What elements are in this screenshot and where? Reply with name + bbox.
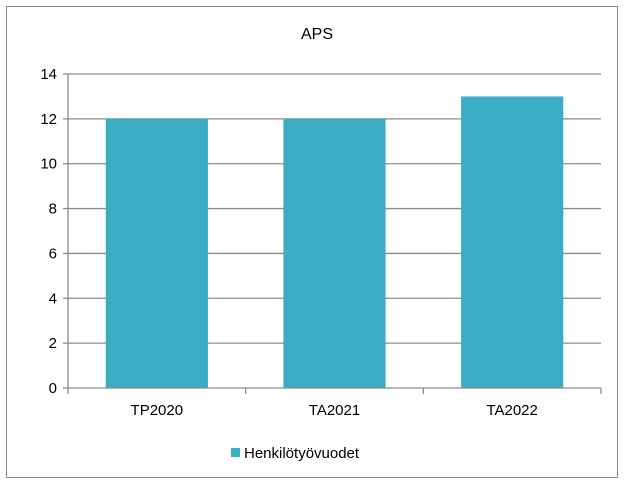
axes: 0 2 4 6 8 10 12 14 TP2020 TA2021 TA2022 <box>40 66 602 419</box>
y-tick-label-0: 0 <box>49 380 57 397</box>
y-tick-label-10: 10 <box>40 156 57 173</box>
y-tick-label-12: 12 <box>40 111 57 128</box>
chart-frame: APS 0 2 4 6 8 10 12 14 TP2020 TA2021 TA2022 Henkil… <box>6 6 618 478</box>
bar-TA2022 <box>461 96 564 388</box>
y-tick-label-6: 6 <box>49 245 57 262</box>
bar-TP2020 <box>105 118 208 388</box>
bars <box>105 96 564 388</box>
legend: Henkilötyövuodet <box>231 445 360 462</box>
chart-title: APS <box>301 26 333 43</box>
y-tick-label-2: 2 <box>49 335 57 352</box>
x-tick-label-TA2022: TA2022 <box>486 402 537 419</box>
x-tick-label-TP2020: TP2020 <box>131 402 184 419</box>
legend-swatch <box>231 448 240 457</box>
y-tick-label-14: 14 <box>40 66 57 83</box>
y-tick-label-8: 8 <box>49 201 57 218</box>
x-tick-label-TA2021: TA2021 <box>309 402 360 419</box>
bar-TA2021 <box>283 118 386 388</box>
legend-label: Henkilötyövuodet <box>244 445 360 462</box>
bar-chart: APS 0 2 4 6 8 10 12 14 TP2020 TA2021 TA2022 Henkil… <box>40 26 602 462</box>
y-tick-label-4: 4 <box>49 290 57 307</box>
